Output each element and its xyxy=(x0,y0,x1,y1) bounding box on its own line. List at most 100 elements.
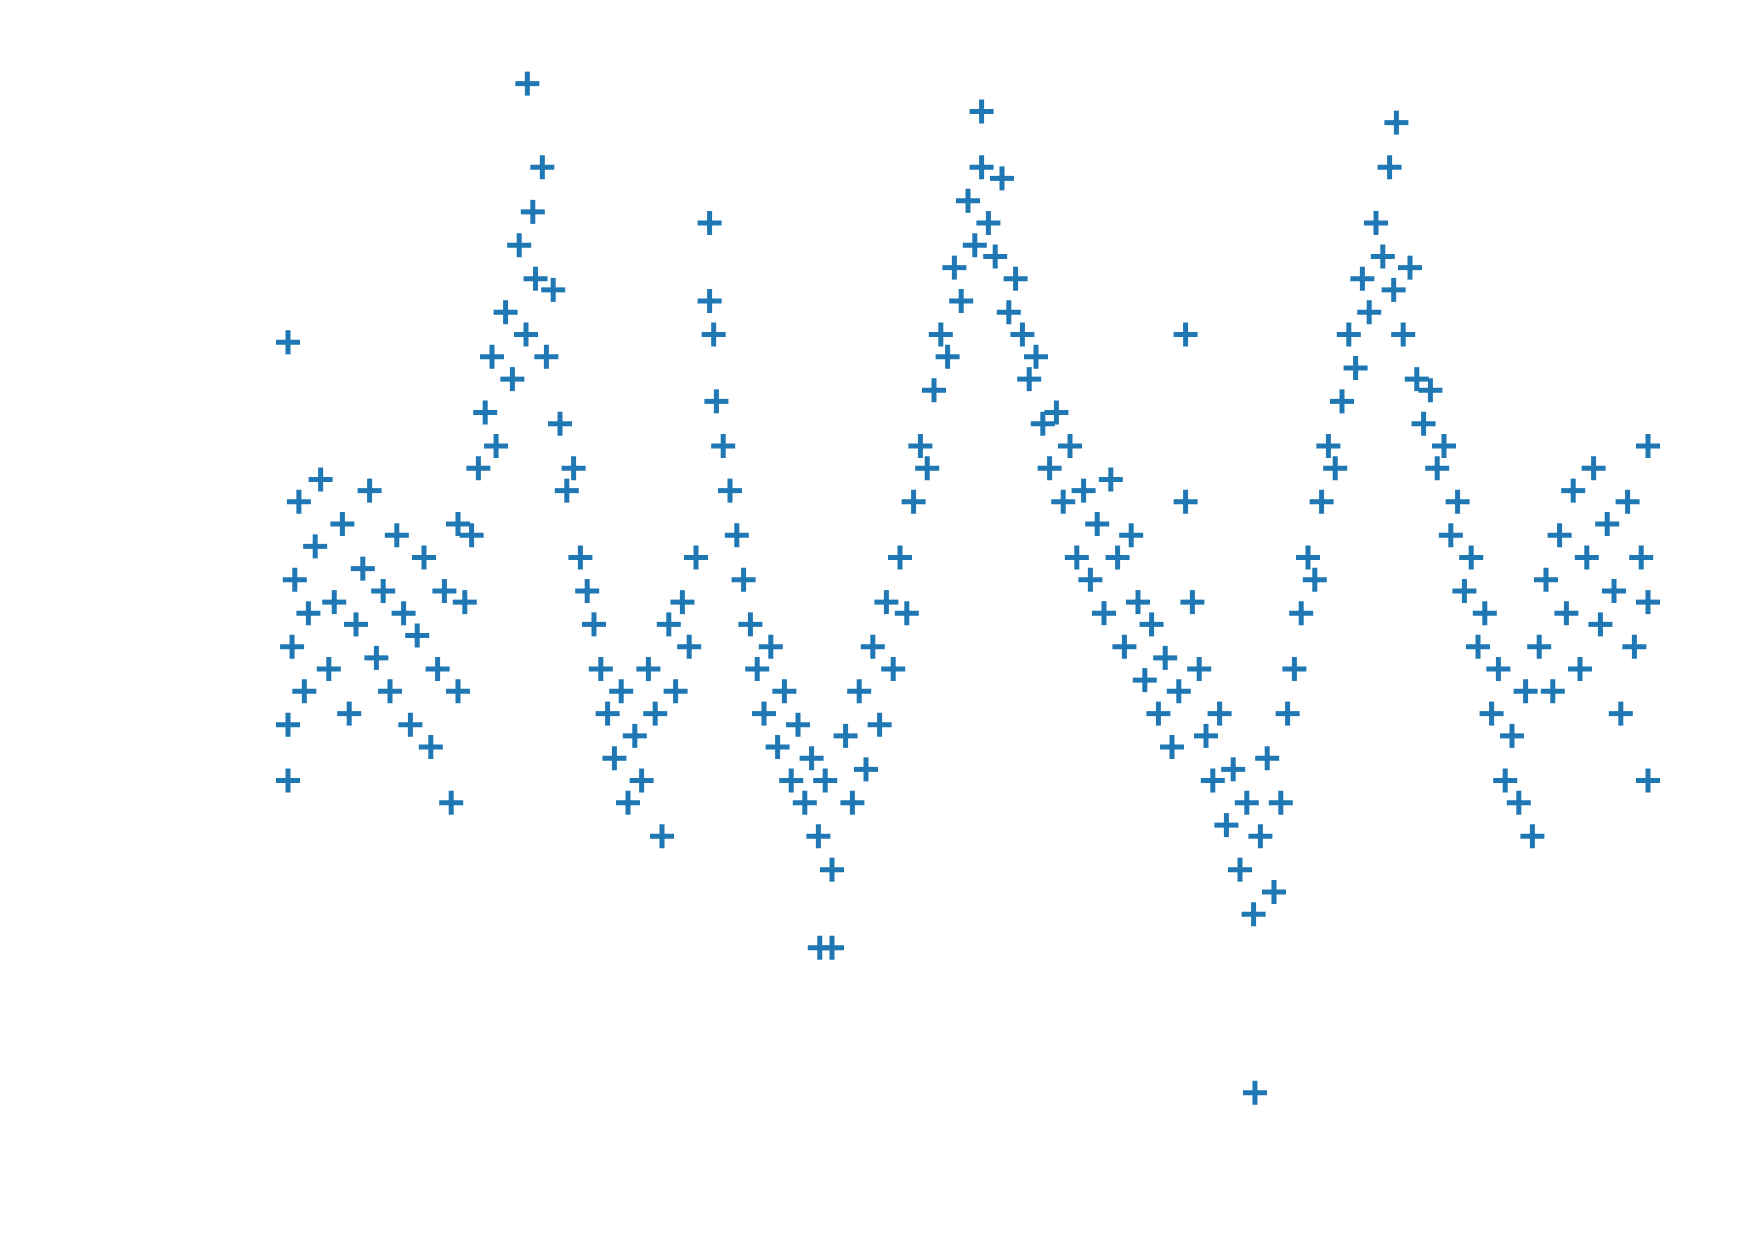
scatter-point xyxy=(337,701,362,726)
scatter-point xyxy=(928,322,953,347)
scatter-point xyxy=(316,657,341,681)
scatter-point xyxy=(976,211,1001,235)
scatter-point xyxy=(484,434,509,458)
scatter-point xyxy=(466,456,491,481)
scatter-point xyxy=(622,723,647,748)
scatter-point xyxy=(874,590,899,615)
scatter-point xyxy=(1622,634,1647,659)
scatter-point xyxy=(786,712,810,737)
scatter-point xyxy=(1180,590,1205,615)
scatter-point xyxy=(412,545,436,570)
scatter-point xyxy=(1513,679,1538,704)
scatter-point xyxy=(371,578,396,603)
scatter-point xyxy=(718,478,742,503)
scatter-point xyxy=(990,166,1014,191)
scatter-point xyxy=(303,534,328,559)
scatter-point xyxy=(701,322,726,347)
scatter-point xyxy=(1268,790,1293,815)
scatter-point xyxy=(541,277,566,302)
scatter-point xyxy=(983,244,1008,269)
scatter-point xyxy=(446,512,470,537)
scatter-point xyxy=(1092,601,1116,626)
scatter-point xyxy=(582,612,606,637)
scatter-point xyxy=(996,300,1021,325)
scatter-point xyxy=(1037,456,1062,481)
scatter-point xyxy=(738,612,763,637)
scatter-point xyxy=(1472,601,1497,626)
scatter-point xyxy=(1241,902,1266,927)
scatter-point xyxy=(854,757,878,782)
scatter-point xyxy=(650,824,674,849)
scatter-point xyxy=(1615,489,1640,514)
scatter-point xyxy=(276,330,300,355)
scatter-point xyxy=(704,389,729,414)
scatter-point xyxy=(643,701,668,726)
scatter-point xyxy=(1221,757,1246,782)
scatter-point xyxy=(534,344,559,369)
scatter-point xyxy=(1289,601,1314,626)
scatter-point xyxy=(405,623,430,648)
scatter-point xyxy=(322,590,347,615)
scatter-point xyxy=(1323,456,1348,481)
scatter-point xyxy=(1064,545,1089,570)
scatter-point xyxy=(1391,322,1416,347)
scatter-point xyxy=(840,790,865,815)
scatter-point xyxy=(480,344,504,369)
scatter-point xyxy=(1044,400,1069,425)
scatter-point xyxy=(515,71,540,96)
scatter-point xyxy=(1370,244,1395,269)
scatter-point xyxy=(1608,701,1633,726)
scatter-point xyxy=(1194,723,1218,748)
scatter-point xyxy=(901,489,926,514)
scatter-point xyxy=(452,590,477,615)
scatter-point xyxy=(881,657,906,681)
scatter-point xyxy=(1336,322,1361,347)
scatter-point xyxy=(833,723,858,748)
scatter-point xyxy=(398,712,423,737)
scatter-point xyxy=(493,300,518,325)
scatter-point xyxy=(1574,545,1599,570)
scatter-point xyxy=(1466,634,1490,659)
scatter-point xyxy=(1500,723,1524,748)
scatter-point xyxy=(629,768,654,793)
scatter-point xyxy=(1595,512,1620,537)
scatter-point xyxy=(364,645,389,670)
scatter-point xyxy=(684,545,708,570)
scatter-point xyxy=(1486,657,1511,681)
scatter-point xyxy=(276,768,300,793)
scatter-point xyxy=(1547,523,1572,548)
scatter-point xyxy=(1119,523,1144,548)
scatter-point xyxy=(276,712,300,737)
scatter-point xyxy=(609,679,634,704)
scatter-point xyxy=(962,233,987,258)
scatter-point xyxy=(711,434,736,458)
scatter-point xyxy=(1452,578,1477,603)
scatter-point xyxy=(1561,478,1586,503)
scatter-point xyxy=(330,512,355,537)
scatter-point xyxy=(1275,701,1300,726)
scatter-point xyxy=(656,612,681,637)
scatter-point xyxy=(378,679,402,704)
scatter-point xyxy=(308,467,333,492)
scatter-point xyxy=(1051,489,1076,514)
scatter-point xyxy=(1017,367,1042,392)
scatter-point xyxy=(595,701,620,726)
scatter-point xyxy=(1173,489,1198,514)
scatter-point xyxy=(677,634,702,659)
scatter-point xyxy=(1418,378,1443,403)
scatter-point xyxy=(1425,456,1450,481)
scatter-point xyxy=(731,567,756,592)
scatter-point xyxy=(357,478,382,503)
scatter-point xyxy=(1200,768,1225,793)
scatter-point xyxy=(1602,578,1626,603)
scatter-point xyxy=(1350,266,1375,291)
scatter-point xyxy=(616,790,640,815)
scatter-point xyxy=(514,322,538,347)
scatter-point xyxy=(568,545,593,570)
scatter-point xyxy=(1010,322,1035,347)
scatter-point xyxy=(473,400,498,425)
scatter-point xyxy=(446,679,470,704)
scatter-point xyxy=(935,344,960,369)
scatter-point xyxy=(548,411,572,436)
scatter-point xyxy=(432,578,457,603)
